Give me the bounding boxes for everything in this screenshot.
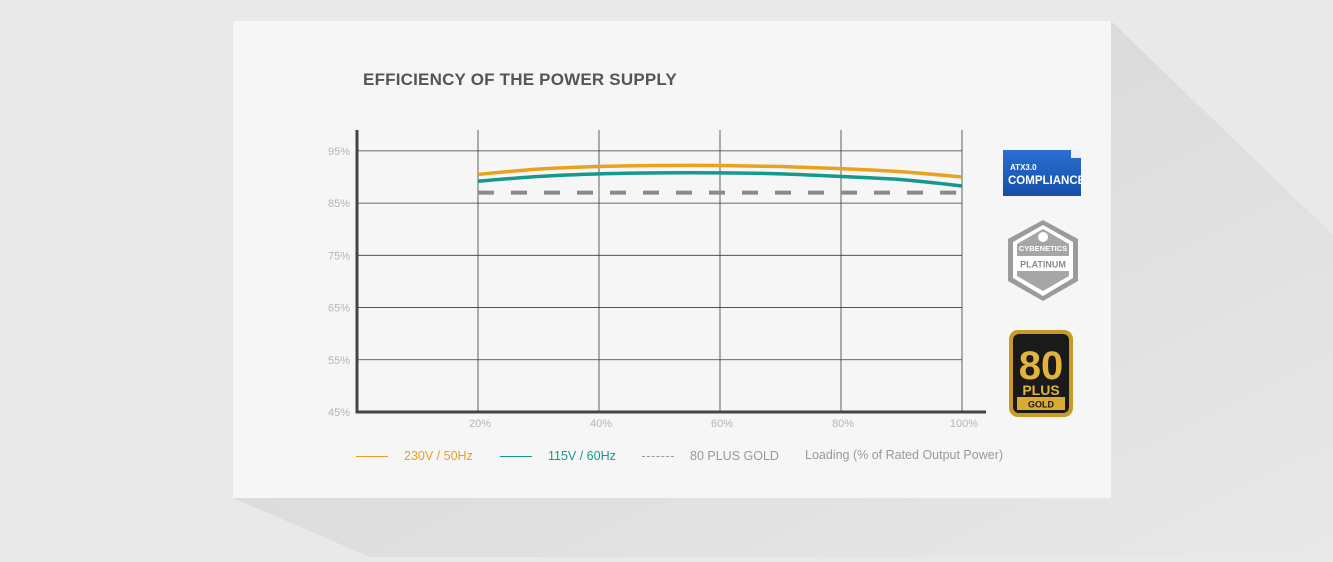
atx3-compliance-badge: ATX3.0 COMPLIANCE bbox=[1003, 150, 1083, 196]
cybenetics-top-text: CYBENETICS bbox=[1019, 244, 1067, 253]
legend-item-230v: 230V / 50Hz bbox=[356, 448, 473, 464]
legend-label-230v: 230V / 50Hz bbox=[404, 449, 473, 463]
x-tick-label: 80% bbox=[832, 418, 854, 430]
legend-swatch-80plus-gold bbox=[642, 455, 674, 457]
chart-title: EFFICIENCY OF THE POWER SUPPLY bbox=[363, 70, 677, 89]
legend-label-115v: 115V / 60Hz bbox=[548, 449, 616, 463]
80plus-number-text: 80 bbox=[1019, 344, 1064, 388]
series-line-1 bbox=[477, 170, 963, 188]
legend-swatch-115v bbox=[500, 455, 532, 457]
atx-badge-main-text: COMPLIANCE bbox=[1008, 175, 1083, 187]
y-tick-label: 65% bbox=[328, 303, 350, 315]
y-tick-label: 55% bbox=[328, 355, 350, 367]
x-tick-label: 20% bbox=[469, 418, 491, 430]
chart-card bbox=[233, 21, 1111, 498]
x-axis-label: Loading (% of Rated Output Power) bbox=[805, 448, 1004, 462]
cybenetics-logo-icon bbox=[1038, 232, 1048, 242]
legend-swatch-230v bbox=[356, 455, 388, 457]
y-tick-label: 75% bbox=[328, 250, 350, 262]
legend-item-80plus-gold: 80 PLUS GOLD bbox=[642, 448, 779, 464]
legend-label-80plus-gold: 80 PLUS GOLD bbox=[690, 449, 779, 463]
atx-badge-top-text: ATX3.0 bbox=[1010, 163, 1037, 172]
y-tick-label: 95% bbox=[328, 146, 350, 158]
cybenetics-platinum-badge: CYBENETICS PLATINUM bbox=[1008, 220, 1078, 301]
80plus-tier-text: GOLD bbox=[1028, 400, 1054, 410]
y-tick-label: 85% bbox=[328, 198, 350, 210]
x-tick-label: 60% bbox=[711, 418, 733, 430]
cybenetics-main-text: PLATINUM bbox=[1020, 260, 1066, 270]
y-tick-label: 45% bbox=[328, 407, 350, 419]
x-tick-label: 40% bbox=[590, 418, 612, 430]
80plus-gold-badge: 80 PLUS GOLD bbox=[1009, 330, 1073, 417]
series-line-0 bbox=[477, 163, 963, 179]
80plus-word-text: PLUS bbox=[1022, 382, 1059, 398]
x-tick-label: 100% bbox=[950, 418, 978, 430]
legend-item-115v: 115V / 60Hz bbox=[500, 448, 616, 464]
